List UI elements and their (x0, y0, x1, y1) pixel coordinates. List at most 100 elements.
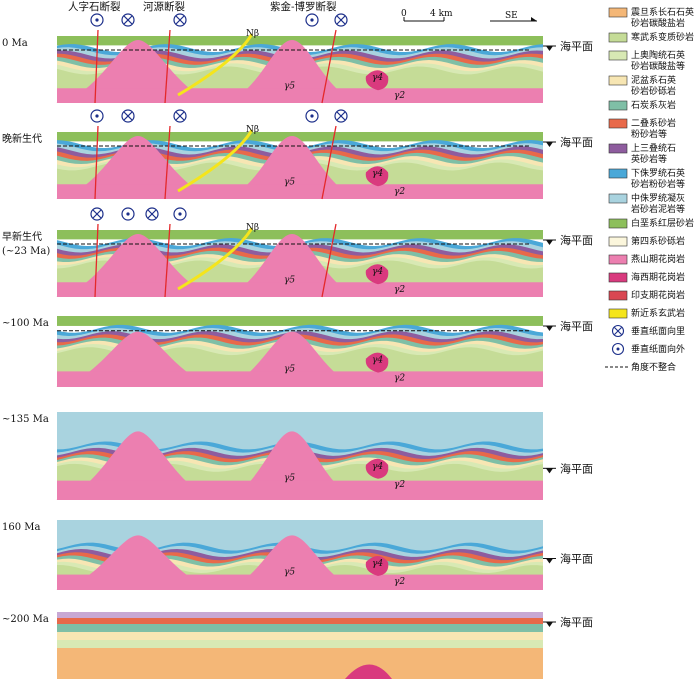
sea-level-marker (543, 239, 556, 245)
fault-line (164, 125, 171, 200)
out-of-page-symbol (90, 109, 104, 123)
legend-item: 角度不整合 (605, 361, 676, 373)
legend-label: 新近系玄武岩 (631, 307, 685, 319)
panel-age-sublabel: (~23 Ma) (2, 246, 50, 257)
into-page-symbol (173, 13, 187, 27)
haixi-granite-label: γ4 (372, 356, 383, 366)
fault-line (94, 125, 99, 200)
legend-label: 寒武系变质砂岩 (631, 31, 694, 43)
yanshan-granite-label: γ5 (284, 177, 295, 187)
panel-3: 早新生代 (~23 Ma) γ5 γ4 γ2 Nβ 海平面 (2, 207, 593, 298)
top-header: 人字石断裂 河源断裂 紫金-博罗断裂 0 4 km SE (68, 0, 537, 22)
fault-label-renzishi: 人字石断裂 (68, 0, 121, 13)
out-of-page-symbol (90, 13, 104, 27)
legend-label: 垂直纸面向外 (631, 343, 685, 355)
granite-basement (57, 88, 543, 103)
legend-label: 上奥陶统石英 (631, 49, 685, 61)
into-page-symbol (145, 207, 159, 221)
panel-7: ~200 Ma 海平面 (2, 612, 593, 679)
panel-1: 0 Ma γ5 γ4 γ2 Nβ 海平面 (2, 13, 593, 104)
sea-level-marker (543, 558, 556, 564)
fault-line (164, 29, 171, 104)
legend-label: 震旦系长石石英 (631, 6, 694, 18)
legend-swatch (608, 118, 628, 129)
legend-label: 燕山期花岗岩 (631, 253, 685, 265)
panel-5: ~135 Ma γ5 γ4 γ2 海平面 (2, 412, 593, 500)
yinzhi-granite-label: γ2 (394, 374, 405, 384)
haixi-granite-label: γ4 (372, 169, 383, 179)
yinzhi-granite-label: γ2 (394, 480, 405, 490)
out-of-page-symbol-icon (611, 342, 625, 356)
haixi-granite-pluton (365, 70, 389, 91)
out-of-page-symbol (305, 109, 319, 123)
yanshan-granite-dome (222, 40, 362, 103)
scale-km: 4 km (430, 9, 453, 19)
stratum-band (57, 612, 543, 618)
yinzhi-granite-label: γ2 (394, 285, 405, 295)
granite-basement (57, 574, 543, 590)
legend-item: 石炭系灰岩 (608, 99, 676, 111)
legend-item: 白垩系红层砂岩 (608, 217, 694, 229)
yanshan-granite-dome (222, 234, 362, 297)
legend-label: 英砂岩等 (631, 153, 667, 165)
stratum-band (57, 632, 543, 640)
into-page-symbol (121, 109, 135, 123)
sea-level-label: 海平面 (560, 39, 593, 53)
fault-line (321, 223, 337, 298)
stratum-band (57, 640, 543, 648)
yanshan-granite-dome (56, 40, 220, 103)
fault-line (94, 29, 99, 104)
granite-basement (57, 371, 543, 387)
fault-line (321, 125, 337, 200)
yanshan-granite-label: γ5 (284, 568, 295, 578)
basalt-label: Nβ (246, 125, 259, 135)
legend-swatch (608, 290, 628, 301)
yanshan-granite-label: γ5 (284, 275, 295, 285)
direction-label: SE (505, 11, 518, 21)
haixi-granite-label: γ4 (372, 267, 383, 277)
into-page-symbol (334, 13, 348, 27)
legend-item: 新近系玄武岩 (608, 307, 685, 319)
legend-swatch (608, 272, 628, 283)
yanshan-granite-dome (222, 136, 362, 199)
legend-item: 寒武系变质砂岩 (608, 31, 694, 43)
legend-label: 二叠系砂岩 (631, 117, 676, 129)
basalt-label: Nβ (246, 223, 259, 233)
panel-age-label: 晚新生代 (2, 132, 42, 145)
legend-label: 中侏罗统凝灰 (631, 192, 685, 204)
out-of-page-symbol (305, 13, 319, 27)
haixi-granite-pluton (365, 556, 389, 576)
sea-level-label: 海平面 (560, 552, 593, 566)
legend-label: 垂直纸面向里 (631, 325, 685, 337)
panel-age-label: 0 Ma (2, 38, 28, 49)
out-of-page-symbol (173, 207, 187, 221)
haixi-granite-pluton (365, 166, 389, 187)
cretaceous-band (57, 230, 543, 240)
basalt-dike (177, 33, 254, 97)
legend-swatch (608, 7, 628, 18)
panel-age-label: 160 Ma (2, 522, 41, 533)
yinzhi-granite-label: γ2 (394, 187, 405, 197)
legend-label: 砂岩砂砾岩 (631, 85, 676, 97)
scale-bar: 0 4 km (401, 9, 453, 22)
yinzhi-granite-label: γ2 (394, 91, 405, 101)
legend-label: 砂岩碳酸盐岩 (631, 17, 685, 29)
legend-label: 白垩系红层砂岩 (631, 217, 694, 229)
fault-line (164, 223, 171, 298)
fault-line (321, 29, 337, 104)
legend-swatch (608, 308, 628, 319)
panel-2: 晚新生代 γ5 γ4 γ2 Nβ 海平面 (2, 109, 593, 200)
legend-item: 海西期花岗岩 (608, 271, 685, 283)
basalt-dike (177, 227, 254, 291)
legend-swatch (608, 236, 628, 247)
legend-label: 印支期花岗岩 (631, 289, 685, 301)
stratum-band (57, 648, 543, 679)
haixi-granite-label: γ4 (372, 559, 383, 569)
yanshan-granite-label: γ5 (284, 474, 295, 484)
legend-item: 印支期花岗岩 (608, 289, 685, 301)
